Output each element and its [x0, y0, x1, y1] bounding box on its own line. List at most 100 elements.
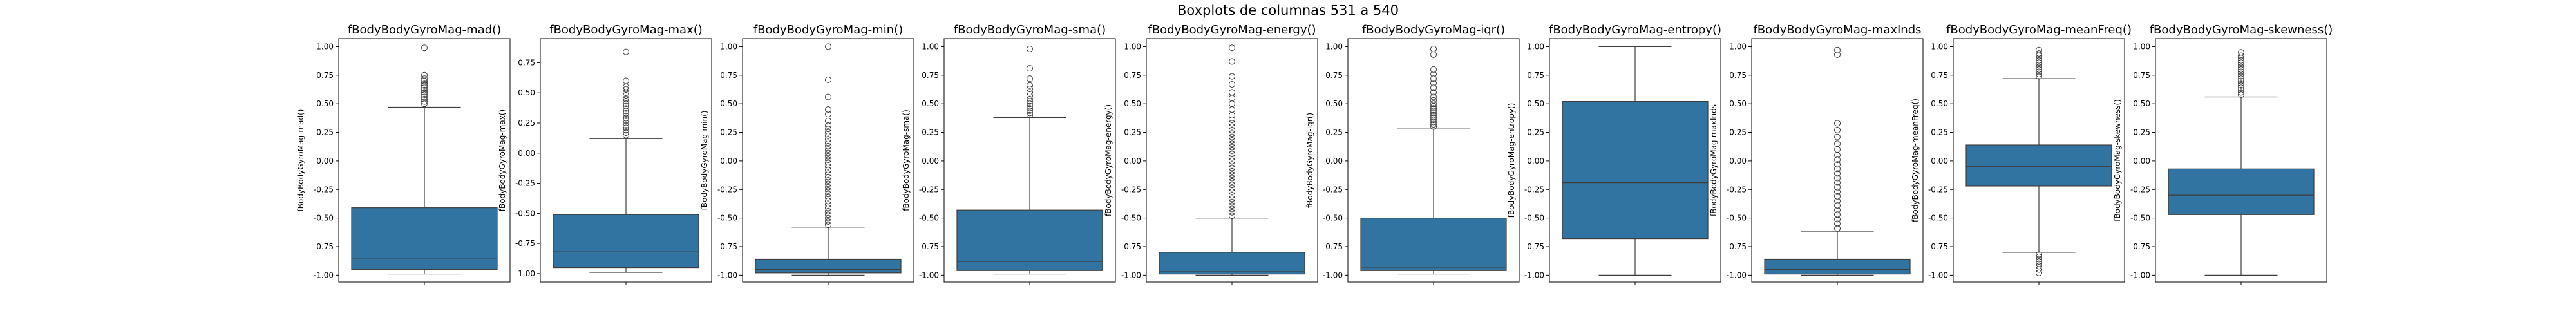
outlier-point — [2238, 77, 2244, 84]
y-tick-label: 0.75 — [1527, 71, 1544, 80]
outlier-point — [623, 115, 629, 122]
outlier-point — [825, 129, 831, 136]
outlier-point — [1229, 130, 1235, 137]
outlier-point — [1229, 188, 1235, 195]
y-tick-label: -0.25 — [919, 185, 939, 194]
outlier-point — [1834, 46, 1841, 53]
y-tick-label: -1.00 — [919, 270, 939, 279]
outlier-point — [1229, 164, 1235, 171]
outlier-point — [421, 100, 428, 108]
y-tick-label: -0.25 — [314, 185, 334, 194]
y-tick-label: -0.50 — [919, 214, 939, 223]
outlier-point — [1834, 225, 1841, 232]
boxplot-panel: fBodyBodyGyroMag-min() 1.00 0.75 0.50 0.25 0.… — [700, 23, 914, 285]
outlier-point — [1229, 123, 1235, 130]
outlier-point — [1834, 216, 1841, 223]
axes-frame — [943, 38, 1116, 283]
y-axis-label: fBodyBodyGyroMag-sma() — [902, 109, 911, 211]
outlier-point — [1027, 111, 1033, 118]
outlier-point — [623, 110, 629, 117]
outlier-point — [623, 122, 629, 129]
outlier-point — [825, 139, 831, 146]
y-tick-label: -0.50 — [1121, 214, 1141, 223]
outlier-point — [2238, 75, 2244, 82]
y-tick-label: 0.25 — [720, 128, 737, 137]
panel-title: fBodyBodyGyroMag-sma() — [954, 23, 1106, 37]
outlier-point — [1834, 220, 1841, 227]
outlier-point — [825, 194, 831, 201]
y-tick-label: 0.75 — [720, 71, 737, 80]
outlier-point — [2238, 71, 2244, 78]
outlier-point — [2238, 49, 2244, 56]
outlier-point — [825, 170, 831, 177]
outlier-point — [2036, 258, 2042, 265]
outlier-point — [825, 207, 831, 214]
outlier-point — [2036, 73, 2042, 80]
outlier-point — [1834, 146, 1841, 153]
panel-title: fBodyBodyGyroMag-meanFreq() — [1946, 23, 2132, 37]
outlier-point — [2238, 80, 2244, 87]
outlier-point — [1229, 182, 1235, 189]
outlier-point — [825, 167, 831, 174]
y-tick-label: 1.00 — [1931, 42, 1948, 51]
outlier-point — [825, 204, 831, 211]
outlier-point — [1027, 96, 1033, 103]
y-tick-label: -0.25 — [2130, 185, 2150, 194]
outlier-point — [421, 91, 428, 98]
y-tick-label: 0.50 — [720, 99, 737, 108]
y-tick-label: 0.00 — [316, 156, 334, 166]
outlier-point — [1834, 198, 1841, 204]
y-tick-label: -0.75 — [717, 242, 737, 251]
outlier-point — [1834, 170, 1841, 177]
outlier-point — [2238, 64, 2244, 71]
panel-title: fBodyBodyGyroMag-mad() — [348, 23, 501, 37]
outlier-point — [2036, 50, 2042, 57]
outlier-point — [1430, 97, 1437, 104]
y-tick-label: -0.75 — [1727, 242, 1747, 251]
iqr-box — [553, 214, 699, 269]
boxplot-panel: fBodyBodyGyroMag-energy() 1.00 0.75 0.50 0.2… — [1104, 23, 1318, 285]
outlier-point — [825, 163, 831, 170]
y-tick-label: 0.25 — [1931, 128, 1948, 137]
y-tick-label: -0.25 — [1928, 185, 1948, 194]
outlier-point — [825, 76, 831, 83]
y-tick-label: 1.00 — [316, 42, 334, 51]
outlier-point — [1229, 73, 1235, 80]
y-tick-label: -0.25 — [515, 179, 535, 188]
outlier-point — [1834, 193, 1841, 200]
outlier-point — [1229, 157, 1235, 164]
outlier-point — [1430, 121, 1437, 128]
outlier-point — [2036, 46, 2042, 53]
y-tick-label: 0.00 — [1931, 156, 1948, 166]
outlier-point — [1229, 213, 1235, 220]
outlier-point — [623, 77, 629, 84]
outlier-point — [1229, 144, 1235, 151]
outlier-point — [1229, 95, 1235, 102]
y-tick-label: 0.00 — [1729, 156, 1747, 166]
axes-frame — [1549, 38, 1721, 283]
outlier-point — [1430, 114, 1437, 121]
y-tick-label: -0.25 — [1524, 185, 1544, 194]
boxplot-panel: fBodyBodyGyroMag-entropy() 1.00 0.75 0.50 0.… — [1507, 23, 1721, 285]
outlier-point — [1027, 92, 1033, 99]
y-tick-label: 1.00 — [2133, 42, 2150, 51]
outlier-point — [2036, 64, 2042, 71]
outlier-point — [623, 100, 629, 108]
outlier-point — [1229, 126, 1235, 133]
y-tick-label: -0.75 — [1121, 242, 1141, 251]
y-axis-label: fBodyBodyGyroMag-maxInds — [1709, 104, 1718, 216]
axes-frame — [742, 38, 914, 283]
y-tick-label: 1.00 — [1124, 42, 1141, 51]
y-tick-label: -0.50 — [314, 214, 334, 223]
outlier-point — [2036, 256, 2042, 263]
iqr-box — [1360, 218, 1507, 271]
y-tick-label: 0.25 — [316, 128, 334, 137]
y-tick-label: -0.75 — [1323, 242, 1343, 251]
y-tick-label: -0.25 — [1323, 185, 1343, 194]
outlier-point — [2238, 86, 2244, 93]
boxplot-panel: fBodyBodyGyroMag-max() 0.75 0.50 0.25 0.00 -0… — [498, 23, 712, 285]
outlier-point — [2238, 61, 2244, 68]
outlier-point — [2238, 91, 2244, 98]
outlier-point — [1229, 133, 1235, 140]
outlier-point — [2238, 59, 2244, 66]
